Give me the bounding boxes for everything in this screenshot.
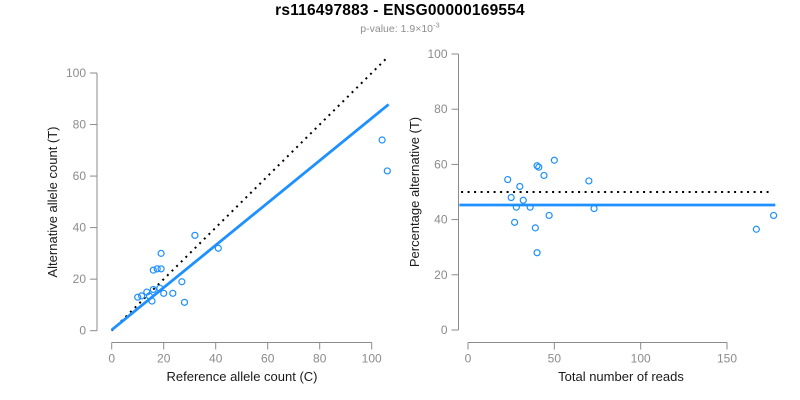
data-point — [156, 284, 164, 292]
p-value-coefficient: 1.9 — [400, 23, 416, 35]
x-tick-label: 20 — [157, 352, 171, 366]
data-point — [504, 175, 512, 184]
data-point — [770, 211, 778, 220]
data-point — [585, 177, 593, 185]
data-point — [752, 225, 760, 233]
data-point — [153, 265, 161, 273]
y-tick-label: 0 — [441, 323, 448, 337]
y-tick-label: 100 — [427, 47, 447, 61]
x-tick-label: 50 — [548, 352, 562, 366]
y-tick-label: 60 — [73, 169, 87, 183]
data-point — [157, 265, 165, 273]
page-title: rs116497883 - ENSG00000169554 — [275, 2, 525, 19]
y-tick-label: 20 — [434, 268, 448, 282]
data-point — [169, 289, 177, 297]
p-value-subtitle: p-value: 1.9×10-3 — [0, 20, 800, 35]
p-value-exponent: -3 — [433, 20, 440, 30]
data-point — [535, 163, 543, 171]
y-tick-label: 0 — [79, 324, 86, 338]
data-point — [516, 182, 524, 191]
p-value-times-sign: × — [415, 23, 422, 35]
data-point — [214, 244, 222, 252]
data-point — [160, 289, 168, 297]
y-tick-label: 40 — [434, 213, 448, 227]
x-tick-label: 80 — [313, 352, 327, 366]
x-tick-label: 100 — [631, 352, 651, 366]
data-point — [148, 297, 156, 305]
data-point — [149, 285, 157, 294]
y-axis-label: Percentage alternative (T) — [407, 117, 422, 267]
data-point — [590, 204, 598, 213]
y-tick-label: 60 — [434, 157, 448, 171]
data-point — [533, 162, 541, 170]
y-tick-label: 80 — [73, 118, 87, 132]
identity-line — [110, 55, 390, 332]
data-point — [191, 231, 199, 239]
data-point — [550, 156, 558, 164]
left-plot-allele-counts: 0 20 40 60 80 100 0 20 40 60 80 100 Reference allele… — [45, 55, 391, 384]
data-point — [519, 196, 527, 204]
y-tick-label: 20 — [73, 272, 87, 286]
data-point — [507, 193, 515, 202]
data-point — [134, 293, 142, 301]
data-point — [531, 224, 539, 232]
data-point — [378, 136, 386, 144]
data-point — [138, 292, 146, 300]
x-tick-label: 0 — [465, 352, 472, 366]
x-tick-label: 40 — [209, 352, 223, 366]
x-tick-label: 60 — [261, 352, 275, 366]
x-tick-label: 150 — [717, 352, 737, 366]
regression-line — [110, 103, 390, 332]
data-point — [149, 266, 157, 274]
data-point — [511, 218, 519, 226]
p-value-base: 10 — [421, 23, 434, 35]
x-tick-label: 100 — [362, 352, 382, 366]
data-point — [545, 211, 553, 220]
data-point — [533, 249, 541, 257]
data-point — [512, 203, 520, 211]
y-axis-label: Alternative allele count (T) — [45, 126, 60, 277]
right-plot-percentage: 0 20 40 60 80 100 0 50 100 150 Total number of rea… — [407, 47, 778, 384]
data-point — [180, 298, 189, 306]
data-point — [526, 203, 534, 211]
x-axis-label: Reference allele count (C) — [166, 369, 317, 384]
p-value-label: p-value: — [360, 23, 401, 35]
x-tick-label: 0 — [108, 352, 115, 366]
data-point — [178, 278, 186, 286]
data-point — [383, 167, 391, 175]
y-tick-label: 80 — [434, 102, 448, 116]
data-point — [157, 249, 165, 257]
x-axis-label: Total number of reads — [558, 369, 684, 384]
data-point — [540, 171, 548, 180]
y-tick-label: 100 — [66, 66, 86, 80]
y-tick-label: 40 — [73, 221, 87, 235]
